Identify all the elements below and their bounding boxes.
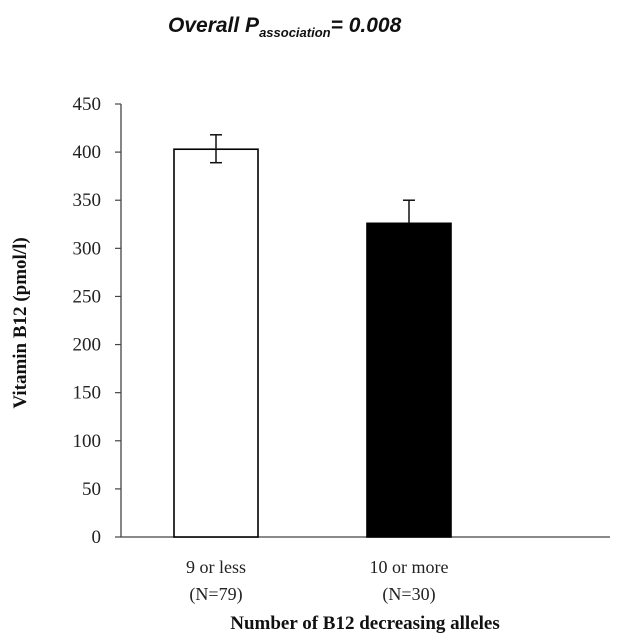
y-tick-label: 400	[73, 142, 102, 163]
x-tick-sublabel: (N=30)	[382, 584, 435, 605]
title-suffix: = 0.008	[331, 14, 402, 37]
y-tick-label: 0	[92, 527, 102, 548]
bar	[366, 222, 452, 538]
x-tick-labels: 9 or less (N=79) 10 or more (N=30)	[186, 557, 448, 605]
y-tick-label: 350	[73, 190, 102, 211]
y-tick-label: 150	[73, 383, 102, 404]
y-tick-label: 300	[73, 238, 102, 259]
bars	[173, 148, 452, 538]
x-axis-title: Number of B12 decreasing alleles	[230, 613, 500, 634]
y-ticks: 0 50 100 150 200 250 300 350 400 450	[73, 94, 121, 548]
y-tick-label: 100	[73, 431, 102, 452]
x-tick-sublabel: (N=79)	[189, 584, 242, 605]
y-axis-title: Vitamin B12 (pmol/l)	[10, 237, 31, 408]
title-subscript: association	[259, 25, 331, 40]
y-tick-label: 200	[73, 335, 102, 356]
title-prefix: Overall P	[168, 14, 260, 37]
chart-title: Overall Passociation= 0.008	[168, 14, 402, 40]
error-bars	[210, 134, 415, 224]
x-tick-label: 9 or less	[186, 557, 246, 577]
bar	[173, 148, 259, 538]
y-tick-label: 450	[73, 94, 102, 115]
x-tick-label: 10 or more	[370, 557, 449, 577]
y-tick-label: 250	[73, 286, 102, 307]
y-tick-label: 50	[82, 479, 101, 500]
